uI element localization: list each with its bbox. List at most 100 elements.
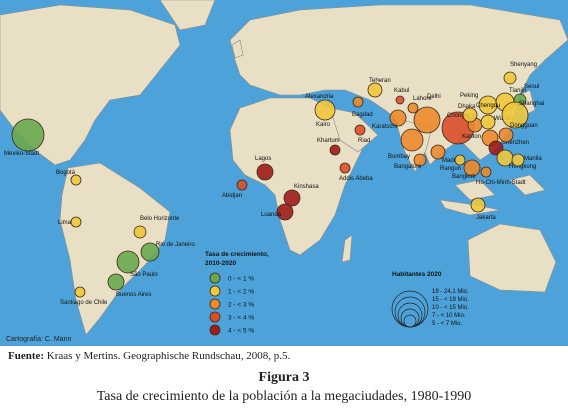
city-label: Lahore xyxy=(413,96,432,102)
city-label: Bombay xyxy=(388,154,410,160)
city-label: Dhaka xyxy=(458,104,476,110)
city-label: Tianjin xyxy=(509,88,526,94)
growth-legend-label: 0 - < 1 % xyxy=(228,276,254,283)
size-legend-title: Habitantes 2020 xyxy=(392,271,442,278)
greenland xyxy=(159,0,216,31)
city-circle xyxy=(70,174,82,186)
city-label: Kinshasa xyxy=(294,184,319,190)
city-label: Lima xyxy=(58,220,72,226)
city-circle xyxy=(133,225,147,239)
city-label: Peking xyxy=(460,93,478,99)
growth-legend-label: 4 - < 5 % xyxy=(228,328,254,335)
city-label: Bangkok xyxy=(452,174,476,180)
credit: Cartografía: C. Mann xyxy=(6,336,71,343)
legends: Tasa de crecimiento, 2010-2020 0 - < 1 % 1 … xyxy=(205,251,469,336)
city-label: São Paulo xyxy=(130,272,158,278)
growth-legend-swatch xyxy=(209,324,221,336)
java xyxy=(439,199,501,216)
city-circle xyxy=(389,109,407,127)
city-circle xyxy=(413,153,427,167)
city-circle xyxy=(329,144,341,156)
city-circle xyxy=(74,286,86,298)
map: Mexiko-Stadt Bogotá Lima Belo Horizonte Rio … xyxy=(0,0,568,346)
growth-legend-swatch xyxy=(209,285,221,297)
city-label: Hongkong xyxy=(509,164,536,170)
city-label: Rangun xyxy=(440,166,461,172)
city-circle xyxy=(107,273,125,291)
size-legend-label: 7 - < 10 Mio. xyxy=(432,313,466,319)
source: Fuente: Kraas y Mertins. Geographische R… xyxy=(8,350,568,362)
south-america xyxy=(59,162,171,336)
growth-legend-swatch xyxy=(209,311,221,323)
city-circle xyxy=(352,96,364,108)
size-legend-label: 5 - < 7 Mio. xyxy=(432,321,463,327)
size-legend-label: 15 - < 19 Mio. xyxy=(432,297,469,303)
city-circle xyxy=(140,242,160,262)
australia xyxy=(467,223,557,293)
city-label: Santiago de Chile xyxy=(60,300,108,306)
city-circle xyxy=(511,153,525,167)
city-circle xyxy=(463,159,481,177)
growth-legend-label: 3 - < 4 % xyxy=(228,315,254,322)
cities: Mexiko-Stadt Bogotá Lima Belo Horizonte Rio … xyxy=(4,62,544,306)
city-label: Delhi xyxy=(427,94,441,100)
growth-legend-label: 2 - < 3 % xyxy=(228,302,254,309)
city-label: Karatschi xyxy=(372,124,397,130)
city-label: Mexiko-Stadt xyxy=(4,151,39,157)
land xyxy=(0,0,568,336)
size-legend-label: 19 - 24,1 Mio. xyxy=(432,289,469,295)
city-circle xyxy=(339,162,351,174)
city-label: Abidjan xyxy=(222,193,242,199)
city-circle xyxy=(256,163,274,181)
city-circle xyxy=(501,101,529,129)
city-label: Teheran xyxy=(369,78,391,84)
source-text: Kraas y Mertins. Geographische Rundschau… xyxy=(46,350,291,362)
britain xyxy=(231,39,244,59)
new-guinea xyxy=(509,174,546,196)
city-label: Luanda xyxy=(261,212,282,218)
growth-legend-swatch xyxy=(209,272,221,284)
borneo xyxy=(454,179,496,201)
city-label: Shenyang xyxy=(510,62,537,68)
city-circle xyxy=(11,118,45,152)
growth-legend-label: 1 - < 2 % xyxy=(228,289,254,296)
size-legend-circle xyxy=(403,314,417,328)
city-circle xyxy=(367,82,383,98)
city-circle xyxy=(395,95,405,105)
city-circle xyxy=(314,99,336,121)
city-circle xyxy=(413,106,441,134)
city-circle xyxy=(480,166,492,178)
city-label: Addis Abeba xyxy=(339,176,373,182)
city-label: Seoul xyxy=(524,84,539,90)
city-label: Kanton xyxy=(462,134,481,140)
city-circle xyxy=(276,203,294,221)
city-label: Shenzhen xyxy=(502,140,529,146)
city-circle xyxy=(470,197,486,213)
city-circle xyxy=(503,71,517,85)
city-label: Lagos xyxy=(255,156,271,162)
figure-title: Tasa de crecimiento de la población a la… xyxy=(96,389,472,404)
city-label: Bogotá xyxy=(56,170,76,176)
city-label: Manila xyxy=(524,156,542,162)
city-label: Riad xyxy=(358,138,370,144)
city-circle xyxy=(116,250,140,274)
city-circle xyxy=(430,144,446,160)
source-label: Fuente: xyxy=(8,350,45,362)
city-circle xyxy=(462,107,478,123)
growth-legend-swatch xyxy=(209,298,221,310)
growth-legend-title: 2010-2020 xyxy=(205,260,236,267)
city-label: Jakarta xyxy=(476,215,496,221)
city-circle xyxy=(236,179,248,191)
city-label: Chongqing xyxy=(447,113,476,119)
arabia xyxy=(329,107,379,153)
city-label: Chengdu xyxy=(476,103,500,109)
size-legend-label: 10 - < 15 Mio. xyxy=(432,305,469,311)
city-label: Kairo xyxy=(316,122,331,128)
city-circle xyxy=(407,102,419,114)
city-label: Buenos Aires xyxy=(116,292,151,298)
city-label: Shanghai xyxy=(519,101,544,107)
madagascar xyxy=(341,234,353,263)
city-label: Bangalore xyxy=(394,164,422,170)
city-label: Alexandria xyxy=(305,94,334,100)
city-label: Bagdad xyxy=(352,112,373,118)
